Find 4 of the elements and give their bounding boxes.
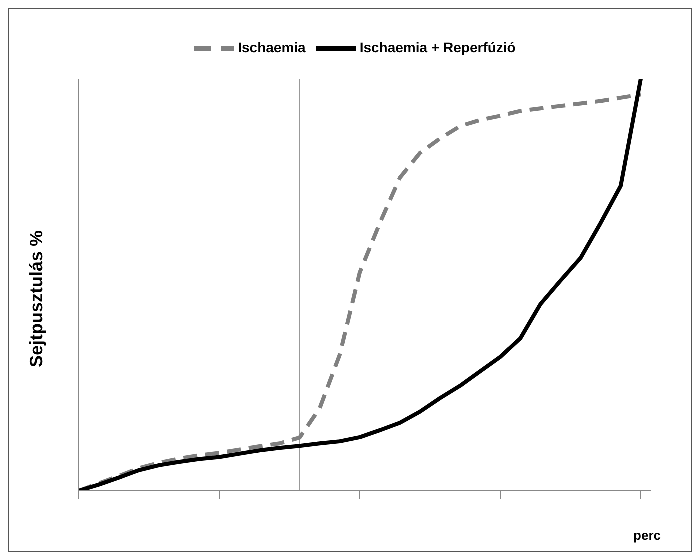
x-axis-title: perc	[634, 528, 661, 543]
legend-label: Ischaemia + Reperfúzió	[360, 40, 516, 56]
y-axis-title: Sejtpusztulás %	[26, 230, 48, 368]
legend-label: Ischaemia	[238, 40, 306, 56]
